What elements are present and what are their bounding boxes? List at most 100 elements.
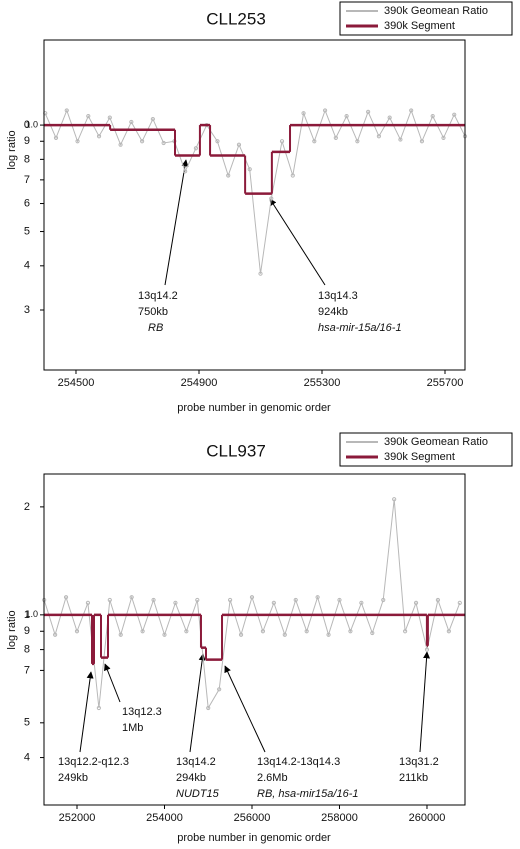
y-tick-label: 3 <box>24 304 30 316</box>
ratio-point <box>413 600 419 605</box>
ratio-point <box>238 632 244 637</box>
ratio-point <box>129 595 134 600</box>
x-tick-label: 258000 <box>321 812 358 824</box>
ratio-point <box>441 135 446 140</box>
arrow <box>79 671 94 753</box>
ratio-point <box>118 632 123 637</box>
ratio-point <box>392 497 397 502</box>
ratio-point <box>249 595 255 600</box>
ratio-point <box>258 271 263 276</box>
annotation: 13q12.3 <box>122 706 162 718</box>
y-tick-label: 7 <box>24 664 30 676</box>
ratio-point <box>118 142 123 147</box>
ratio-point <box>226 173 231 178</box>
chart-title: CLL937 <box>206 441 266 460</box>
y-tick-label: 1.0 <box>25 609 38 619</box>
ratio-point <box>184 629 189 634</box>
ratio-point <box>322 108 328 113</box>
ratio-point <box>85 600 91 605</box>
ratio-line <box>44 108 466 274</box>
ratio-point <box>193 146 199 151</box>
x-tick-label: 254000 <box>146 812 183 824</box>
ratio-point <box>435 597 441 603</box>
y-tick-label: 5 <box>24 717 30 729</box>
annotation: NUDT15 <box>176 788 220 800</box>
ratio-point <box>355 139 360 144</box>
chart-title: CLL253 <box>206 9 266 28</box>
ratio-point <box>195 597 200 603</box>
x-tick-label: 252000 <box>59 812 96 824</box>
ratio-point <box>301 111 306 116</box>
x-tick-label: 254500 <box>58 377 95 389</box>
y-axis-label: log ratio <box>6 610 18 649</box>
ratio-point <box>366 109 371 114</box>
ratio-point <box>74 629 80 634</box>
panel: CLL253 log ratio probe number in genomic… <box>6 1 513 414</box>
ratio-point <box>359 600 364 605</box>
ratio-point <box>150 116 155 122</box>
ratio-point <box>96 705 101 711</box>
ratio-point <box>53 632 58 637</box>
legend-label: 390k Segment <box>384 20 455 32</box>
ratio-point <box>269 196 274 201</box>
annotation: 1Mb <box>122 722 143 734</box>
plot-frame <box>43 39 466 371</box>
ratio-point <box>452 112 457 117</box>
ratio-point <box>290 173 295 178</box>
ratio-point <box>312 139 317 144</box>
ratio-point <box>304 629 309 634</box>
ratio-point <box>279 139 285 144</box>
ratio-point <box>151 597 156 603</box>
ratio-point <box>183 169 188 174</box>
y-tick-label: 4 <box>24 260 30 272</box>
annotation: 13q14.2-13q14.3 <box>257 756 340 768</box>
plot-data <box>43 108 468 276</box>
arrow <box>224 665 266 753</box>
ratio-point <box>75 139 80 144</box>
annotation: 13q12.2-q12.3 <box>58 756 129 768</box>
annotation: 13q14.2 <box>176 756 216 768</box>
x-tick-label: 255700 <box>427 377 464 389</box>
x-tick-label: 255300 <box>304 377 341 389</box>
ratio-point <box>457 600 462 605</box>
plot-data <box>42 497 465 711</box>
ratio-point <box>86 114 91 119</box>
y-tick-label: 9 <box>24 625 30 637</box>
x-tick-label: 260000 <box>409 812 446 824</box>
y-tick-label: 4 <box>24 751 30 763</box>
annotation: 294kb <box>176 772 206 784</box>
annotation: 13q31.2 <box>399 756 439 768</box>
annotation: 13q14.2 <box>138 290 178 302</box>
ratio-point <box>387 115 392 120</box>
y-tick-label: 0 <box>24 119 30 131</box>
ratio-point <box>398 137 403 142</box>
y-tick-label: 8 <box>24 644 30 656</box>
ratio-point <box>215 139 220 144</box>
arrow <box>419 651 431 753</box>
ratio-point <box>282 632 287 637</box>
annotation: 2.6Mb <box>257 772 288 784</box>
legend-label: 390k Geomean Ratio <box>384 436 488 448</box>
y-tick-label: 2 <box>24 501 30 513</box>
ratio-point <box>161 140 166 146</box>
ratio-point <box>409 108 414 113</box>
ratio-point <box>206 705 211 711</box>
annotation: 249kb <box>58 772 88 784</box>
legend-box <box>339 1 513 36</box>
ratio-point <box>376 134 381 139</box>
ratio-point <box>96 134 102 139</box>
ratio-point <box>293 597 298 603</box>
y-tick-label: 6 <box>24 197 30 209</box>
ratio-point <box>107 115 112 120</box>
ratio-point <box>64 108 69 113</box>
ratio-point <box>63 595 69 600</box>
annotation: 750kb <box>138 306 168 318</box>
ratio-point <box>53 135 59 140</box>
y-tick-label: 5 <box>24 225 30 237</box>
ratio-point <box>403 629 408 634</box>
annotation: 13q14.3 <box>318 290 358 302</box>
y-tick-label: 9 <box>24 135 30 147</box>
arrow <box>189 653 206 753</box>
